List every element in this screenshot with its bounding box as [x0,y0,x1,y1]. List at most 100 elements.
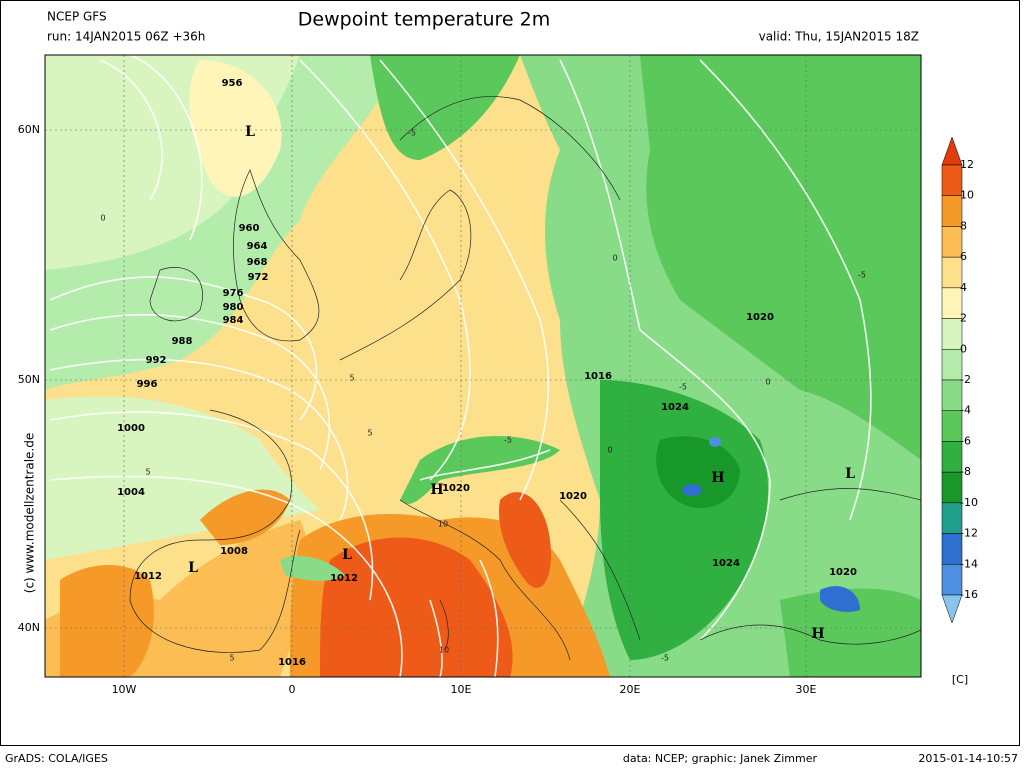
pressure-label: L [342,547,352,563]
y-axis-label: 60N [18,123,40,136]
coastlines [129,96,921,661]
footer-right: 2015-01-14-10:57 [918,752,1018,765]
colorbar-segment [941,287,963,319]
contour-label: 5 [367,429,372,438]
pressure-label: L [188,560,198,576]
pressure-label: 1024 [661,402,689,413]
contour-label: 10 [439,646,449,655]
pressure-label: 1016 [584,371,612,382]
colorbar-label: 2 [960,312,967,325]
pressure-label: 956 [222,78,243,89]
colorbar-segment [941,471,963,504]
colorbar-segment [941,195,963,227]
contour-label: -5 [679,383,687,392]
pressure-label: 1020 [746,312,774,323]
pressure-label: 1020 [442,483,470,494]
pressure-label: H [430,482,443,498]
pressure-label: H [811,626,824,642]
field [709,437,721,447]
pressure-label: 968 [247,257,268,268]
pressure-label: 1008 [220,546,248,557]
pressure-label: 992 [146,355,167,366]
pressure-label: 972 [248,272,269,283]
colorbar-label: -2 [960,373,971,386]
valid: valid: Thu, 15JAN2015 18Z [759,30,919,44]
field [780,588,921,677]
colorbar-segment [941,441,963,473]
field [656,436,740,509]
field [189,60,282,197]
pressure-label: 1012 [330,573,358,584]
contour-label: -5 [504,436,512,445]
grid [45,55,921,677]
colorbar-segment [941,379,963,411]
pressure-label: 1016 [278,657,306,668]
title: Dewpoint temperature 2m [298,9,550,31]
colorbar-label: -12 [960,527,978,540]
model: NCEP GFS [47,10,107,24]
pressure-label: 980 [223,302,244,313]
pressure-label: 1020 [829,567,857,578]
colorbar-label: -10 [960,496,978,509]
field [499,492,551,588]
pressure-label: 996 [137,379,158,390]
colorbar-segment [941,256,963,289]
colorbar-label: 6 [960,250,967,263]
field [600,380,769,660]
x-axis-label: 20E [620,683,641,696]
field [820,586,860,612]
pressure-label: 1000 [117,423,145,434]
pressure-label: 1004 [117,487,145,498]
pressure-label: L [845,466,855,482]
pressure-label: 960 [239,223,260,234]
pressure-label: 988 [172,336,193,347]
contour-label: -5 [661,654,669,663]
run: run: 14JAN2015 06Z +36h [47,30,205,44]
footer-center: data: NCEP; graphic: Janek Zimmer [623,752,818,765]
field [682,484,702,496]
field [200,489,290,545]
x-axis-label: 30E [796,683,817,696]
colorbar-segment [941,502,963,534]
y-axis-label: 40N [18,621,40,634]
contour-label: 5 [229,654,234,663]
x-axis-label: 10E [451,683,472,696]
pressure-label: 984 [223,315,244,326]
colorbar-segment [941,533,963,565]
map-border [44,54,922,678]
contour-label: 0 [607,446,612,455]
colorbar-segment [941,226,963,258]
colorbar-segment [941,410,963,442]
colorbar-segment [941,164,963,196]
isobars [49,55,872,677]
colorbar-segment [941,564,963,596]
colorbar-segment [941,318,963,350]
colorbar-label: 10 [960,189,974,202]
colorbar-label: -8 [960,465,971,478]
field [280,555,345,581]
colorbar-label: 8 [960,219,967,232]
colorbar-label: -4 [960,404,971,417]
pressure-label: 976 [223,288,244,299]
contour-label: 5 [349,374,354,383]
x-axis-label: 0 [289,683,296,696]
colorbar-label: 4 [960,281,967,294]
colorbar-label: -6 [960,434,971,447]
pressure-label: 1020 [559,491,587,502]
field [640,55,921,460]
contour-label: 0 [100,214,105,223]
colorbar-label: 12 [960,158,974,171]
map: 956L960964968972976980984988992996100010… [45,55,921,677]
y-axis-label: 50N [18,373,40,386]
colorbar-segment [941,349,963,381]
colorbar-label: -16 [960,588,978,601]
pressure-label: 964 [247,241,268,252]
unit: [C] [952,673,968,686]
colorbar-label: 0 [960,342,967,355]
contour-label: 0 [765,378,770,387]
credit: (c) www.modellzentrale.de [23,433,37,593]
contour-label: 5 [145,468,150,477]
colorbar-label: -14 [960,557,978,570]
field [400,436,560,504]
